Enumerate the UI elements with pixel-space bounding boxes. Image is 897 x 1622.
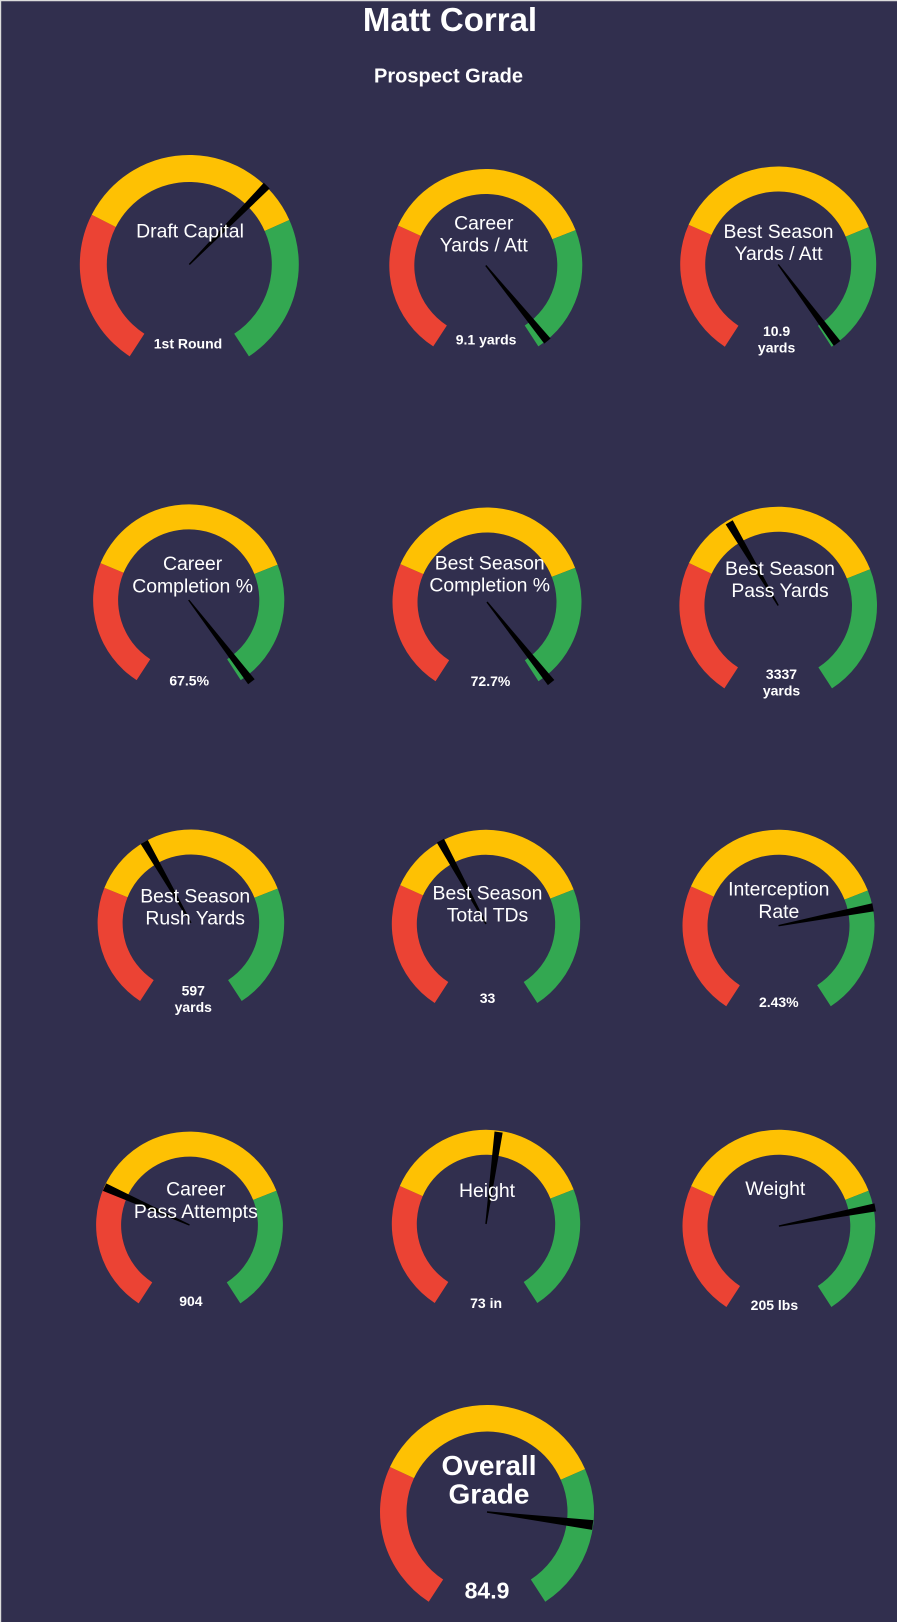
svg-text:Rush Yards: Rush Yards	[145, 908, 245, 930]
svg-text:2.43%: 2.43%	[759, 994, 799, 1010]
svg-text:Weight: Weight	[745, 1178, 806, 1200]
svg-text:Interception: Interception	[728, 879, 829, 901]
svg-text:Yards / Att: Yards / Att	[734, 243, 823, 265]
svg-text:1st Round: 1st Round	[154, 336, 222, 352]
svg-text:Career: Career	[163, 553, 223, 575]
svg-text:Overall: Overall	[442, 1450, 537, 1481]
svg-text:Draft Capital: Draft Capital	[136, 221, 244, 243]
svg-text:Pass Yards: Pass Yards	[731, 580, 828, 602]
svg-text:9.1 yards: 9.1 yards	[456, 331, 517, 347]
svg-text:Height: Height	[459, 1180, 516, 1202]
svg-text:Matt Corral: Matt Corral	[363, 1, 537, 38]
svg-text:Yards / Att: Yards / Att	[440, 235, 529, 257]
svg-text:Best Season: Best Season	[724, 221, 834, 243]
svg-text:Completion %: Completion %	[429, 575, 550, 597]
svg-text:Best Season: Best Season	[433, 883, 543, 905]
svg-text:205 lbs: 205 lbs	[751, 1297, 799, 1313]
svg-text:Best Season: Best Season	[725, 558, 835, 580]
svg-text:84.9: 84.9	[465, 1578, 510, 1604]
svg-text:597: 597	[182, 982, 206, 998]
svg-text:67.5%: 67.5%	[169, 673, 209, 689]
svg-text:73 in: 73 in	[470, 1295, 502, 1311]
svg-text:3337: 3337	[766, 666, 797, 682]
svg-text:Best Season: Best Season	[140, 886, 250, 908]
svg-text:Pass Attempts: Pass Attempts	[134, 1201, 258, 1223]
svg-text:Best Season: Best Season	[435, 553, 545, 575]
svg-text:Career: Career	[166, 1179, 226, 1201]
svg-text:yards: yards	[175, 999, 213, 1015]
svg-text:33: 33	[480, 990, 496, 1006]
svg-text:72.7%: 72.7%	[471, 673, 511, 689]
svg-text:904: 904	[179, 1293, 203, 1309]
svg-text:10.9: 10.9	[763, 323, 790, 339]
svg-text:yards: yards	[758, 340, 796, 356]
svg-text:Rate: Rate	[758, 901, 799, 923]
svg-text:Prospect Grade: Prospect Grade	[374, 66, 523, 88]
svg-text:Total TDs: Total TDs	[447, 905, 529, 927]
svg-text:Career: Career	[454, 213, 514, 235]
svg-text:Completion %: Completion %	[132, 575, 253, 597]
svg-text:yards: yards	[763, 683, 801, 699]
svg-text:Grade: Grade	[449, 1479, 530, 1510]
